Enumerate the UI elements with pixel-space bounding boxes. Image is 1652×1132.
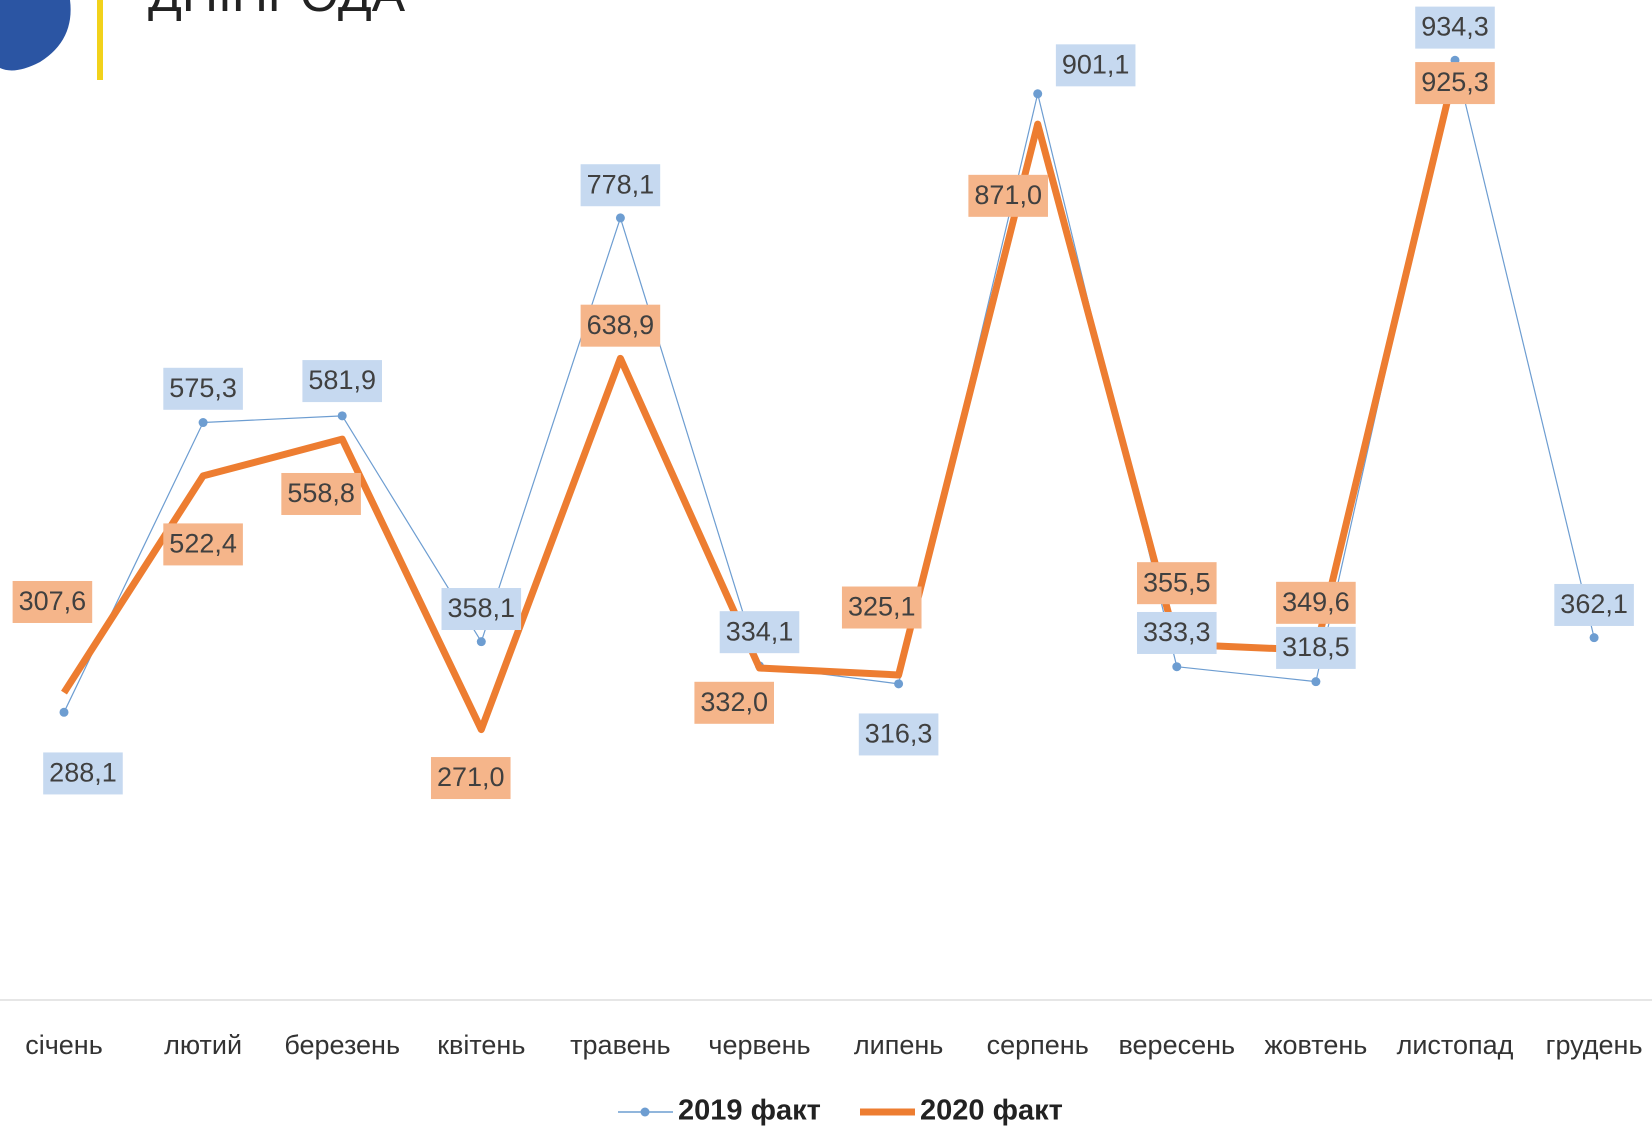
label-bg: [1554, 583, 1634, 626]
label-bg: [968, 174, 1048, 217]
x-tick-label: червень: [708, 1030, 810, 1060]
data-label: 325,1: [848, 592, 916, 622]
marker: [476, 637, 486, 647]
data-label: 307,6: [19, 586, 87, 616]
marker: [1589, 633, 1599, 643]
label-bg: [281, 472, 361, 515]
series-line: [61, 68, 1459, 734]
label-bg: [719, 611, 800, 654]
legend-label: 2019 факт: [678, 1095, 821, 1127]
label-bg: [841, 586, 922, 629]
data-label: 638,9: [587, 310, 655, 340]
label-bg: [580, 304, 661, 347]
data-label: 334,1: [726, 616, 794, 646]
data-label: 349,6: [1282, 587, 1350, 617]
label-bg: [1137, 562, 1217, 605]
marker: [1311, 677, 1321, 687]
x-tick-label: жовтень: [1264, 1030, 1367, 1060]
label-bg: [1276, 581, 1356, 624]
label-bg: [694, 681, 774, 724]
emblem: [0, 0, 71, 71]
chart-title: ДНІПРОДА: [148, 0, 406, 22]
x-tick-label: серпень: [987, 1030, 1089, 1060]
label-bg: [441, 588, 522, 631]
x-tick-label: травень: [570, 1030, 670, 1060]
data-label: 575,3: [169, 373, 237, 403]
data-label: 934,3: [1421, 12, 1489, 42]
x-tick-label: листопад: [1397, 1030, 1514, 1060]
x-tick-label: січень: [25, 1030, 103, 1060]
label-bg: [1137, 611, 1217, 654]
label-bg: [430, 757, 511, 800]
data-label: 581,9: [308, 365, 376, 395]
label-bg: [580, 164, 661, 207]
x-tick-label: грудень: [1546, 1030, 1643, 1060]
data-label: 362,1: [1560, 589, 1628, 619]
label-bg: [43, 752, 123, 795]
legend-marker: [640, 1107, 650, 1117]
x-tick-label: квітень: [437, 1030, 525, 1060]
data-label: 522,4: [169, 529, 237, 559]
data-label: 355,5: [1143, 567, 1211, 597]
label-bg: [163, 367, 243, 410]
x-tick-label: липень: [854, 1030, 943, 1060]
data-label: 316,3: [865, 719, 933, 749]
marker: [894, 679, 904, 689]
marker: [615, 213, 625, 223]
data-label: 333,3: [1143, 617, 1211, 647]
label-bg: [302, 360, 382, 403]
marker: [1033, 89, 1043, 99]
marker: [337, 411, 347, 421]
marker: [198, 418, 208, 428]
data-label: 358,1: [448, 593, 516, 623]
data-label: 271,0: [437, 762, 505, 792]
data-label: 901,1: [1062, 49, 1130, 79]
label-bg: [1055, 44, 1136, 87]
marker: [1172, 662, 1182, 672]
marker: [59, 707, 69, 717]
accent-bar: [97, 0, 103, 80]
label-bg: [858, 713, 939, 756]
label-bg: [1415, 62, 1495, 105]
legend-label: 2020 факт: [920, 1095, 1063, 1127]
x-tick-label: вересень: [1119, 1030, 1236, 1060]
data-label: 778,1: [587, 169, 655, 199]
x-tick-label: лютий: [164, 1030, 242, 1060]
data-label: 288,1: [49, 758, 117, 788]
data-label: 332,0: [700, 687, 768, 717]
data-label: 871,0: [974, 180, 1042, 210]
data-label: 558,8: [287, 478, 355, 508]
data-label: 925,3: [1421, 67, 1489, 97]
label-bg: [12, 580, 93, 623]
label-bg: [163, 523, 243, 566]
label-bg: [1415, 6, 1495, 49]
x-tick-label: березень: [284, 1030, 400, 1060]
label-bg: [1276, 626, 1356, 669]
data-label: 318,5: [1282, 632, 1350, 662]
